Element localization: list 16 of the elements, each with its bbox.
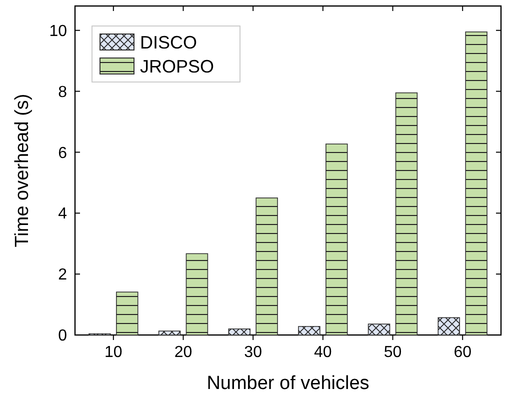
x-tick-label: 40: [314, 344, 332, 361]
legend-label: DISCO: [140, 32, 198, 52]
x-tick-label: 50: [384, 344, 402, 361]
y-tick-label: 2: [58, 266, 68, 284]
y-tick-label: 0: [58, 328, 68, 345]
y-axis-title: Time overhead (s): [12, 94, 33, 248]
legend-label: JROPSO: [140, 56, 214, 76]
x-tick-label: 30: [244, 344, 262, 361]
y-tick-label: 4: [58, 206, 68, 223]
x-tick-label: 60: [454, 344, 472, 361]
y-tick-label: 8: [58, 84, 68, 101]
x-axis-title: Number of vehicles: [206, 373, 370, 394]
x-tick-label: 20: [174, 344, 192, 361]
y-tick-label: 10: [49, 22, 68, 40]
x-tick-label: 10: [104, 344, 122, 361]
y-tick-label: 6: [58, 144, 68, 162]
